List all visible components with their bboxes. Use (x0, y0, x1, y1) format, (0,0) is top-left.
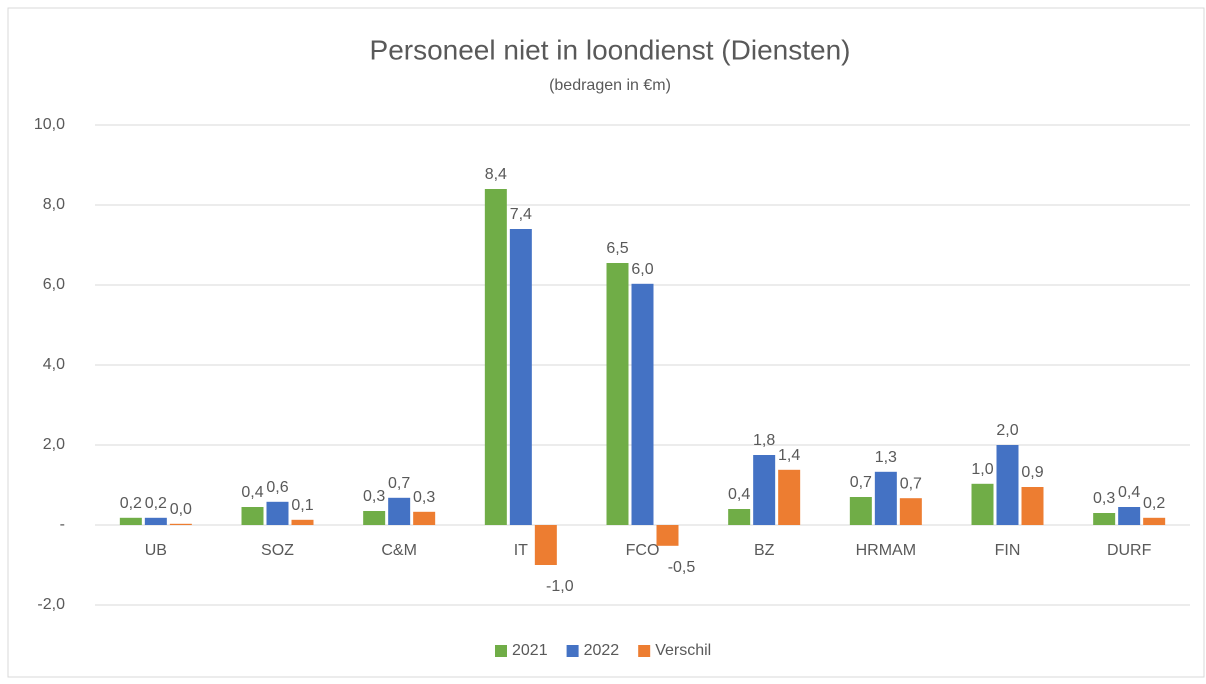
y-tick-label: 4,0 (43, 356, 65, 373)
y-tick-label: -2,0 (37, 596, 65, 613)
data-label: -1,0 (546, 578, 574, 595)
data-label: 0,2 (145, 495, 167, 512)
legend-label: 2021 (512, 642, 548, 659)
bar (169, 523, 192, 525)
chart-subtitle: (bedragen in €m) (549, 77, 671, 94)
data-label: 0,7 (388, 475, 410, 492)
chart-title: Personeel niet in loondienst (Diensten) (370, 34, 851, 65)
data-label: 6,0 (631, 261, 653, 278)
bar (363, 511, 386, 525)
x-tick-label: SOZ (261, 542, 294, 559)
data-label: 7,4 (510, 206, 532, 223)
bar (484, 189, 507, 525)
data-label: 0,4 (1118, 484, 1140, 501)
data-label: 1,8 (753, 432, 775, 449)
bar (1118, 507, 1141, 525)
bar (753, 455, 776, 525)
bar (1143, 517, 1166, 525)
x-tick-label: BZ (754, 542, 775, 559)
bar (1021, 487, 1044, 525)
bar (241, 507, 264, 525)
bar (899, 498, 922, 525)
bar (971, 483, 994, 525)
x-tick-label: IT (514, 542, 528, 559)
data-label: 8,4 (485, 166, 507, 183)
data-label: 1,0 (971, 461, 993, 478)
bar (413, 511, 436, 525)
data-label: 1,3 (875, 449, 897, 466)
legend-swatch (495, 645, 507, 657)
x-tick-label: C&M (381, 542, 417, 559)
bar (996, 445, 1019, 525)
data-label: 0,3 (1093, 490, 1115, 507)
data-label: 1,4 (778, 447, 800, 464)
bar (874, 471, 897, 525)
y-tick-label: 8,0 (43, 196, 65, 213)
y-tick-label: 6,0 (43, 276, 65, 293)
bar (266, 501, 289, 525)
legend-label: Verschil (655, 642, 711, 659)
bar (656, 525, 679, 546)
x-tick-label: HRMAM (856, 542, 916, 559)
data-label: 0,7 (900, 475, 922, 492)
data-label: 0,9 (1021, 464, 1043, 481)
chart-border (7, 7, 1205, 678)
bar (631, 283, 654, 525)
bar (144, 517, 167, 525)
data-label: 6,5 (606, 240, 628, 257)
bar (388, 497, 411, 525)
bar (534, 525, 557, 565)
data-label: 0,3 (413, 489, 435, 506)
bar (778, 469, 801, 525)
legend-swatch (638, 645, 651, 657)
bar (1093, 513, 1116, 525)
x-tick-label: FCO (626, 542, 660, 559)
x-tick-label: DURF (1107, 542, 1152, 559)
data-label: 2,0 (996, 422, 1018, 439)
data-label: 0,3 (363, 488, 385, 505)
y-tick-label: 10,0 (34, 116, 65, 133)
data-label: 0,4 (241, 484, 263, 501)
x-tick-label: FIN (995, 542, 1021, 559)
legend-label: 2022 (584, 642, 620, 659)
data-label: -0,5 (668, 559, 696, 576)
data-label: 0,2 (120, 495, 142, 512)
data-label: 0,2 (1143, 495, 1165, 512)
bar (509, 229, 532, 525)
bar (849, 497, 872, 525)
legend-swatch (566, 645, 579, 657)
bar (606, 263, 629, 525)
x-tick-label: UB (145, 542, 167, 559)
bar (291, 519, 314, 525)
y-tick-label: - (60, 516, 65, 533)
bar (728, 509, 751, 525)
data-label: 0,1 (291, 497, 313, 514)
data-label: 0,4 (728, 486, 750, 503)
bar (119, 517, 142, 525)
y-tick-label: 2,0 (43, 436, 65, 453)
data-label: 0,7 (850, 474, 872, 491)
data-label: 0,0 (170, 501, 192, 518)
data-label: 0,6 (266, 479, 288, 496)
